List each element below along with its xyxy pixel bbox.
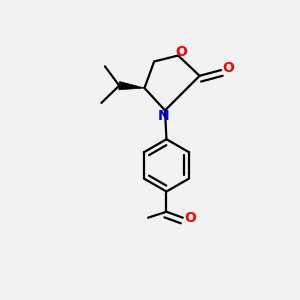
Text: O: O <box>184 211 196 225</box>
Text: O: O <box>175 45 187 58</box>
Text: O: O <box>222 61 234 75</box>
Text: N: N <box>158 109 169 123</box>
Polygon shape <box>119 82 145 90</box>
